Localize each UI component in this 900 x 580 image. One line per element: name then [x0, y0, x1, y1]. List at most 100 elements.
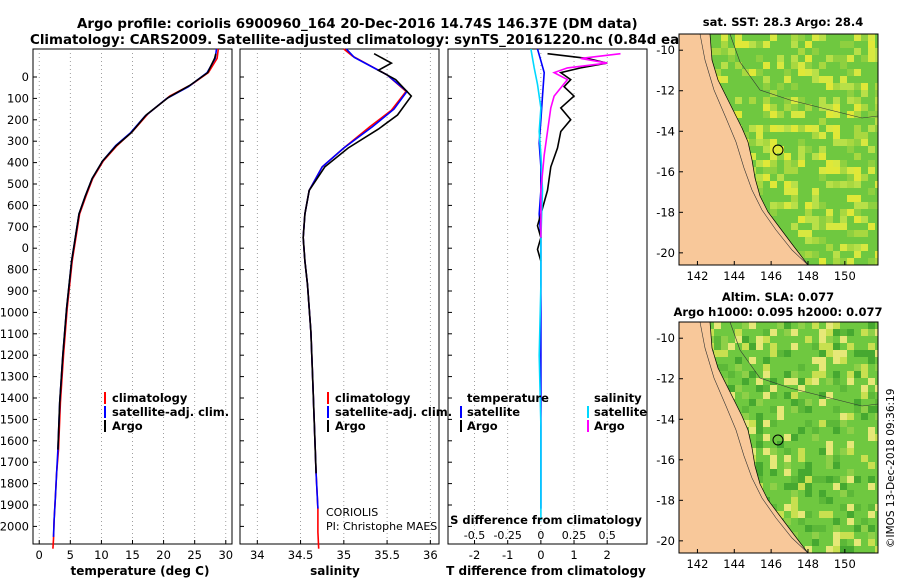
depth-tick-label: 300: [7, 134, 29, 148]
map-cell: [833, 427, 840, 434]
sst-map-title: sat. SST: 28.3 Argo: 28.4: [703, 15, 863, 29]
map-cell: [812, 153, 819, 160]
map-cell: [812, 34, 819, 41]
map-cell: [854, 406, 861, 413]
map-cell: [763, 83, 770, 90]
s-difference-xlabel: S difference from climatology: [450, 513, 642, 527]
map-cell: [784, 469, 791, 476]
map-cell: [854, 97, 861, 104]
map-cell: [868, 532, 875, 539]
map-cell: [854, 69, 861, 76]
map-cell: [833, 532, 840, 539]
map-cell: [812, 223, 819, 230]
map-cell: [847, 532, 854, 539]
map-cell: [756, 139, 763, 146]
sla-map: 142 144 146 148 150 -10 -12 -14 -16 -18 -20: [656, 321, 879, 571]
map-cell: [728, 371, 735, 378]
map-cell: [868, 378, 875, 385]
map-cell: [812, 434, 819, 441]
depth-tick-label: 1900: [0, 498, 29, 512]
x-tick-label: 5: [67, 548, 74, 562]
map-cell: [875, 251, 878, 258]
lat-tick-label: -20: [656, 534, 675, 548]
map-cell: [847, 427, 854, 434]
map-cell: [840, 504, 847, 511]
x-tick-label: 25: [187, 548, 202, 562]
map-cell: [819, 511, 826, 518]
map-cell: [763, 160, 770, 167]
map-cell: [742, 322, 749, 329]
map-cell: [798, 483, 805, 490]
map-cell: [763, 111, 770, 118]
map-cell: [798, 378, 805, 385]
map-cell: [826, 329, 833, 336]
map-cell: [791, 371, 798, 378]
map-cell: [819, 392, 826, 399]
t-difference-xlabel: T difference from climatology: [446, 564, 646, 578]
map-cell: [812, 525, 819, 532]
map-cell: [756, 343, 763, 350]
map-cell: [861, 90, 868, 97]
map-cell: [847, 167, 854, 174]
map-cell: [812, 195, 819, 202]
map-cell: [868, 223, 875, 230]
depth-tick-label: 600: [7, 198, 29, 212]
depth-tick-label: 0: [22, 70, 29, 84]
map-cell: [847, 476, 854, 483]
map-cell: [770, 350, 777, 357]
map-cell: [749, 153, 756, 160]
map-cell: [854, 371, 861, 378]
temperature-xlabel: temperature (deg C): [71, 564, 210, 578]
map-cell: [819, 258, 826, 265]
map-cell: [728, 55, 735, 62]
lon-tick-label: 146: [760, 269, 782, 283]
map-cell: [819, 329, 826, 336]
sla-map-frame: [678, 321, 879, 554]
map-cell: [784, 160, 791, 167]
map-cell: [861, 34, 868, 41]
x-tick-label: 0: [36, 548, 43, 562]
map-cell: [854, 230, 861, 237]
map-cell: [819, 364, 826, 371]
x-tick-label: 2: [604, 548, 611, 562]
map-cell: [735, 385, 742, 392]
map-cell: [833, 350, 840, 357]
map-cell: [875, 97, 878, 104]
map-cell: [854, 350, 861, 357]
map-cell: [798, 230, 805, 237]
map-cell: [868, 322, 875, 329]
map-cell: [805, 104, 812, 111]
map-cell: [826, 55, 833, 62]
map-cell: [812, 427, 819, 434]
map-cell: [833, 455, 840, 462]
depth-tick-label: 1200: [0, 348, 29, 362]
map-cell: [777, 322, 784, 329]
map-cell: [805, 62, 812, 69]
map-cell: [735, 41, 742, 48]
map-cell: [826, 497, 833, 504]
lat-tick-label: -14: [656, 124, 675, 138]
map-cell: [826, 244, 833, 251]
depth-tick-label: 700: [7, 220, 29, 234]
map-cell: [819, 357, 826, 364]
map-cell: [798, 139, 805, 146]
map-cell: [798, 399, 805, 406]
map-cell: [868, 329, 875, 336]
map-cell: [735, 357, 742, 364]
map-cell: [763, 364, 770, 371]
sla-map-isobath: [699, 322, 809, 553]
map-cell: [763, 62, 770, 69]
map-cell: [749, 41, 756, 48]
map-cell: [798, 469, 805, 476]
pi-label: PI: Christophe MAES: [326, 520, 437, 533]
map-cell: [777, 350, 784, 357]
map-cell: [875, 258, 878, 265]
map-cell: [819, 146, 826, 153]
map-cell: [770, 160, 777, 167]
map-cell: [805, 378, 812, 385]
depth-tick-label: 1800: [0, 477, 29, 491]
map-cell: [805, 469, 812, 476]
map-cell: [805, 209, 812, 216]
map-cell: [854, 153, 861, 160]
map-cell: [777, 125, 784, 132]
